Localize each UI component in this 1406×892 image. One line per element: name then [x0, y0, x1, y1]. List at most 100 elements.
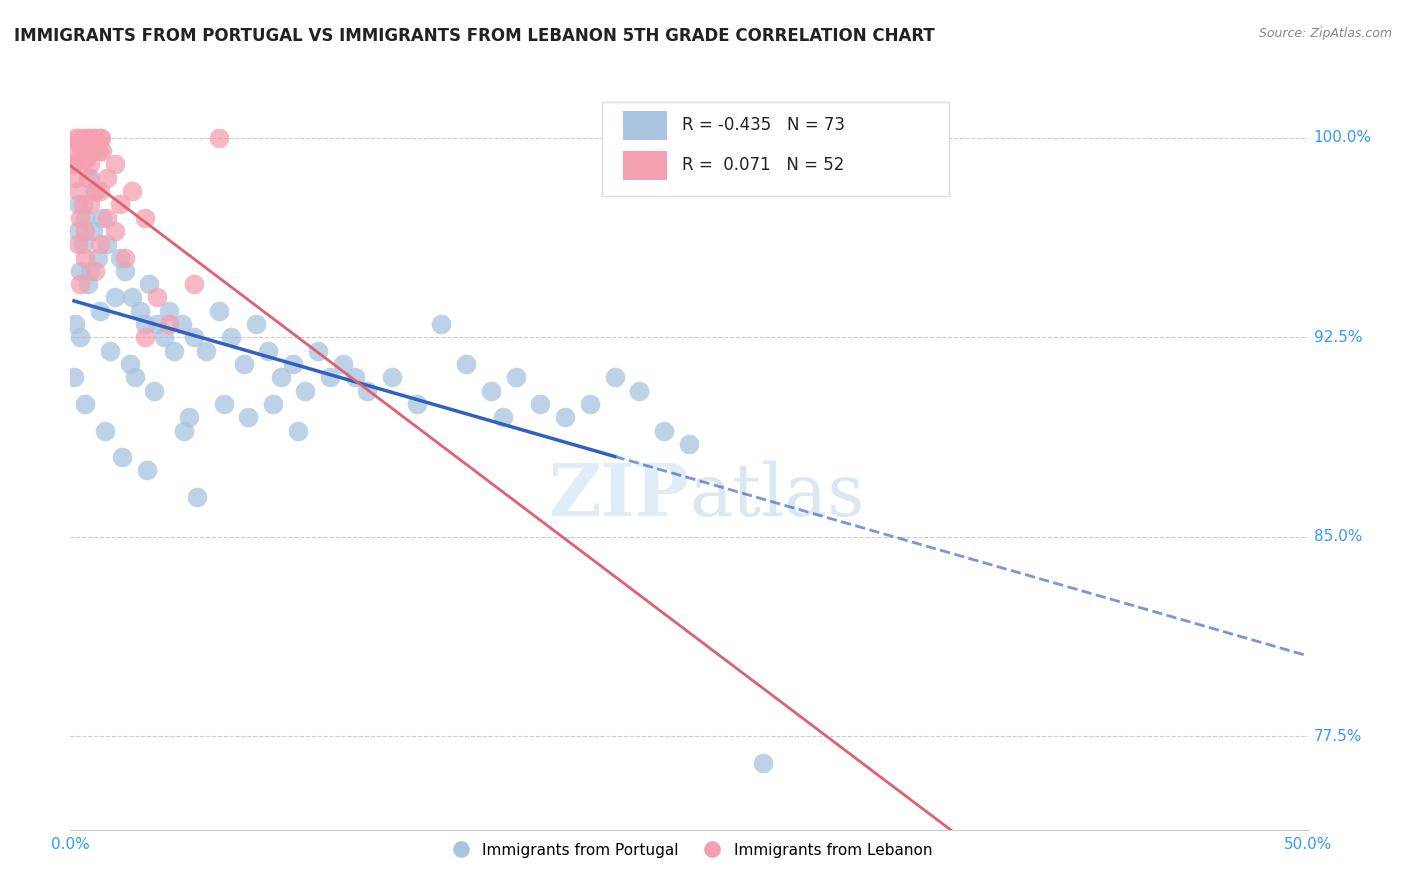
Point: [75, 211, 97, 225]
Text: 77.5%: 77.5%: [1313, 729, 1362, 744]
Point: [69, 330, 91, 344]
Point: [492, 410, 515, 425]
Point: [628, 384, 651, 398]
Point: [430, 317, 453, 331]
Point: [124, 370, 146, 384]
Point: [69, 264, 91, 278]
Point: [287, 424, 309, 438]
Point: [146, 317, 169, 331]
Point: [554, 410, 576, 425]
Text: ZIP: ZIP: [548, 460, 689, 532]
Point: [89, 237, 111, 252]
Point: [75, 224, 97, 238]
Point: [76, 131, 98, 145]
Text: 85.0%: 85.0%: [1313, 530, 1362, 544]
Point: [170, 317, 193, 331]
Point: [70, 144, 93, 158]
Point: [79, 264, 101, 278]
Point: [405, 397, 427, 411]
Point: [84, 144, 107, 158]
Point: [118, 357, 141, 371]
Point: [270, 370, 292, 384]
Point: [76, 277, 98, 292]
Point: [134, 317, 156, 331]
Point: [157, 303, 180, 318]
Point: [76, 170, 98, 185]
Point: [66, 131, 89, 145]
Point: [72, 152, 94, 166]
Point: [96, 211, 118, 225]
Point: [195, 343, 218, 358]
Point: [138, 277, 160, 292]
Point: [62, 157, 84, 171]
Point: [652, 424, 675, 438]
Point: [69, 277, 91, 292]
Point: [456, 357, 478, 371]
Point: [183, 330, 205, 344]
Point: [90, 131, 112, 145]
Point: [86, 136, 108, 151]
Point: [63, 157, 86, 171]
Point: [84, 184, 107, 198]
Point: [84, 136, 107, 151]
Point: [80, 144, 103, 158]
Point: [146, 291, 169, 305]
Point: [104, 291, 127, 305]
Point: [75, 144, 97, 158]
Point: [157, 317, 180, 331]
Point: [89, 184, 111, 198]
Point: [134, 211, 156, 225]
Point: [65, 144, 87, 158]
Point: [65, 170, 87, 185]
Point: [114, 251, 136, 265]
Point: [87, 144, 110, 158]
Point: [121, 184, 143, 198]
Point: [91, 211, 114, 225]
Point: [163, 343, 186, 358]
Point: [66, 184, 89, 198]
Point: [603, 370, 626, 384]
Point: [505, 370, 527, 384]
Point: [238, 410, 260, 425]
Legend: Immigrants from Portugal, Immigrants from Lebanon: Immigrants from Portugal, Immigrants fro…: [440, 837, 938, 863]
Point: [79, 197, 101, 211]
Point: [66, 197, 89, 211]
Point: [94, 424, 117, 438]
Point: [86, 251, 108, 265]
Text: atlas: atlas: [689, 460, 865, 532]
Point: [307, 343, 329, 358]
Point: [529, 397, 551, 411]
Point: [108, 251, 131, 265]
Point: [134, 330, 156, 344]
Point: [96, 170, 118, 185]
Point: [281, 357, 304, 371]
Point: [63, 370, 86, 384]
Point: [262, 397, 284, 411]
Point: [136, 463, 159, 477]
Point: [257, 343, 280, 358]
Point: [128, 303, 150, 318]
Text: 0.0%: 0.0%: [51, 837, 90, 852]
Point: [381, 370, 404, 384]
Point: [183, 277, 205, 292]
Point: [75, 152, 97, 166]
Point: [79, 170, 101, 185]
Point: [98, 343, 121, 358]
Point: [84, 184, 107, 198]
Bar: [623, 111, 666, 140]
Point: [82, 224, 104, 238]
Point: [104, 224, 127, 238]
Point: [294, 384, 316, 398]
Point: [84, 264, 107, 278]
Point: [89, 131, 111, 145]
Point: [121, 291, 143, 305]
Text: R = -0.435   N = 73: R = -0.435 N = 73: [682, 116, 845, 134]
Point: [66, 224, 89, 238]
Point: [479, 384, 502, 398]
FancyBboxPatch shape: [602, 102, 949, 196]
Point: [77, 131, 100, 145]
Point: [66, 237, 89, 252]
Point: [356, 384, 378, 398]
Point: [232, 357, 254, 371]
Point: [245, 317, 267, 331]
